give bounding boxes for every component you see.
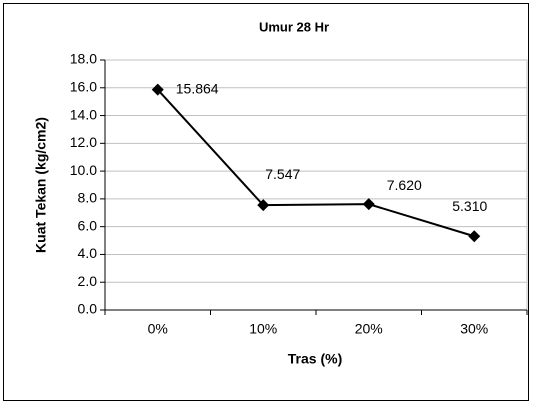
y-tick-label: 6.0 xyxy=(78,217,98,233)
y-tick-label: 2.0 xyxy=(78,273,98,289)
x-axis-title: Tras (%) xyxy=(288,351,342,367)
chart-title: Umur 28 Hr xyxy=(259,19,329,34)
data-label: 15.864 xyxy=(176,80,219,96)
data-marker xyxy=(257,199,270,212)
x-tick-label: 10% xyxy=(249,321,277,337)
y-tick-label: 0.0 xyxy=(78,301,98,317)
y-tick-label: 4.0 xyxy=(78,245,98,261)
data-marker xyxy=(151,83,164,96)
data-label: 7.547 xyxy=(265,166,300,182)
y-tick-label: 10.0 xyxy=(70,162,97,178)
x-tick-label: 20% xyxy=(355,321,383,337)
data-label: 5.310 xyxy=(452,198,487,214)
y-axis-title: Kuat Tekan (kg/cm2) xyxy=(33,117,49,253)
y-tick-label: 14.0 xyxy=(70,106,97,122)
x-tick-label: 30% xyxy=(460,321,488,337)
y-tick-label: 12.0 xyxy=(70,134,97,150)
x-tick-label: 0% xyxy=(148,321,168,337)
plot-area xyxy=(104,59,528,311)
data-marker xyxy=(362,198,375,211)
y-tick-label: 8.0 xyxy=(78,190,98,206)
y-tick-label: 16.0 xyxy=(70,78,97,94)
data-label: 7.620 xyxy=(387,177,422,193)
data-marker xyxy=(468,230,481,243)
y-tick-label: 18.0 xyxy=(70,51,97,67)
data-line xyxy=(157,88,475,238)
